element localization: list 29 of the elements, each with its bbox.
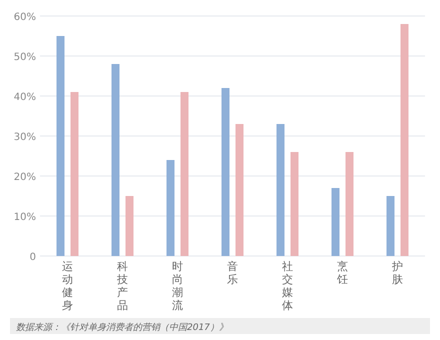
- x-tick-label: 运动健身: [62, 260, 73, 312]
- bar: [180, 92, 188, 256]
- y-tick-label: 60%: [14, 12, 36, 23]
- y-tick-label: 10%: [14, 212, 36, 223]
- bar: [332, 188, 340, 256]
- x-tick-label: 护肤: [391, 260, 403, 286]
- bar: [400, 24, 408, 256]
- y-tick-label: 30%: [14, 132, 36, 143]
- y-tick-label: 40%: [14, 92, 36, 103]
- bar: [236, 124, 244, 256]
- x-tick-label: 时尚潮流: [172, 260, 183, 312]
- x-tick-label: 社交媒体: [282, 260, 293, 312]
- y-tick-label: 20%: [14, 172, 36, 183]
- x-tick-label: 音乐: [227, 260, 238, 286]
- bar: [222, 88, 230, 256]
- bar: [166, 160, 174, 256]
- y-tick-label: 50%: [14, 52, 36, 63]
- bar: [386, 196, 394, 256]
- x-tick-label: 烹饪: [336, 260, 348, 286]
- y-tick-label: 0: [30, 252, 36, 263]
- bar: [126, 196, 134, 256]
- bar: [276, 124, 284, 256]
- bar: [346, 152, 354, 256]
- source-note: 数据来源：《针对单身消费者的营销（中国2017）》: [16, 322, 228, 333]
- bar: [112, 64, 120, 256]
- bar: [56, 36, 64, 256]
- bar: [290, 152, 298, 256]
- bar: [70, 92, 78, 256]
- x-tick-label: 科技产品: [116, 260, 128, 312]
